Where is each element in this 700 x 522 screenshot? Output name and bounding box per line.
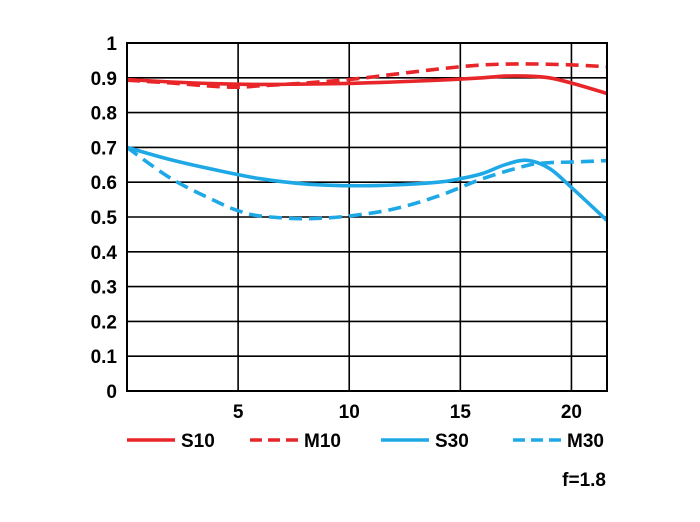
legend-label-s30: S30 bbox=[435, 431, 469, 452]
y-tick-label: 0.6 bbox=[91, 173, 117, 194]
legend-label-s10: S10 bbox=[181, 431, 215, 452]
series-line-s30 bbox=[126, 145, 609, 222]
y-tick-label: 0.7 bbox=[91, 138, 117, 159]
y-tick-labels: 0 0.1 0.2 0.3 0.4 0.5 0.6 0.7 0.8 0.9 1 bbox=[91, 34, 118, 403]
y-tick-label: 0.9 bbox=[91, 69, 117, 90]
x-tick-label: 15 bbox=[450, 402, 472, 423]
x-tick-label: 5 bbox=[233, 402, 244, 423]
series-line-m10 bbox=[126, 62, 608, 90]
plot-frame bbox=[126, 42, 608, 392]
aperture-note: f=1.8 bbox=[562, 470, 606, 491]
y-tick-label: 0 bbox=[106, 382, 117, 403]
series-lines bbox=[125, 62, 609, 222]
series-line-m30 bbox=[125, 145, 608, 221]
y-tick-label: 1 bbox=[106, 34, 117, 55]
y-tick-label: 0.5 bbox=[91, 208, 118, 229]
y-tick-label: 0.2 bbox=[91, 312, 117, 333]
legend-label-m10: M10 bbox=[304, 431, 341, 452]
y-tick-label: 0.8 bbox=[91, 104, 117, 125]
series-line-s10 bbox=[126, 74, 608, 96]
x-tick-label: 10 bbox=[339, 402, 360, 423]
grid bbox=[127, 42, 607, 392]
x-tick-labels: 5 10 15 20 bbox=[233, 402, 582, 423]
y-tick-label: 0.1 bbox=[91, 347, 118, 368]
y-tick-label: 0.3 bbox=[91, 278, 117, 299]
x-tick-label: 20 bbox=[561, 402, 582, 423]
legend-label-m30: M30 bbox=[567, 431, 604, 452]
legend: S10 M10 S30 M30 bbox=[127, 431, 604, 452]
y-tick-label: 0.4 bbox=[91, 243, 118, 264]
